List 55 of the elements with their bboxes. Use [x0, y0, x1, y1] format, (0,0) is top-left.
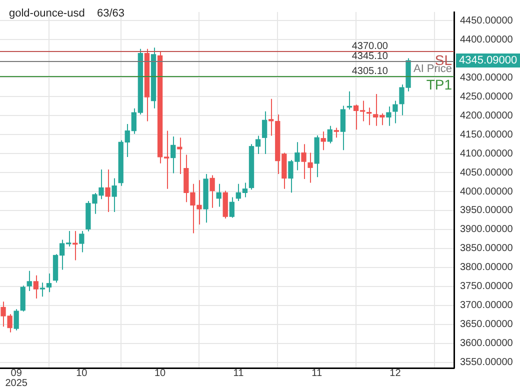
annotation: AI Price	[413, 63, 452, 76]
candlestick	[386, 106, 392, 126]
candlestick	[308, 152, 313, 184]
chart-title: gold-ounce-usd	[9, 8, 85, 20]
chart-subtitle: 63/63	[97, 8, 125, 20]
y-tick-label: 4200.00000	[460, 110, 514, 122]
y-tick-label: 3850.00000	[460, 243, 514, 254]
candlestick	[14, 308, 19, 331]
candlestick	[210, 174, 215, 208]
ref-line-label: 4345.10	[352, 50, 388, 62]
x-tick-label: 10	[76, 368, 88, 379]
candlestick	[340, 105, 346, 151]
candlestick	[26, 270, 32, 292]
y-tick-label: 3650.00000	[460, 319, 514, 330]
candlestick	[112, 178, 117, 213]
x-tick-label: 12	[390, 368, 402, 379]
ref-line-label: 4370.00	[352, 40, 388, 52]
candlestick	[40, 282, 46, 298]
candlestick	[105, 169, 110, 213]
candlestick	[46, 272, 52, 293]
y-tick-label: 3550.00000	[460, 357, 514, 368]
y-tick-label: 4300.00000	[460, 72, 514, 84]
x-tick-label: 10	[154, 368, 166, 379]
y-tick-label: 4100.00000	[460, 148, 514, 160]
y-tick-label: 3600.00000	[460, 338, 514, 350]
candlestick	[170, 136, 176, 174]
y-tick-label: 3950.00000	[460, 205, 514, 216]
candlestick	[216, 183, 222, 208]
x-tick-label: 11	[312, 368, 322, 379]
x-tick-label: 09 2025	[5, 368, 28, 389]
y-tick-label: 4450.00000	[460, 15, 514, 26]
candlestick	[301, 144, 306, 180]
candlestick	[229, 196, 234, 218]
candlestick	[33, 274, 39, 300]
candlestick	[20, 285, 26, 312]
y-tick-label: 3700.00000	[460, 300, 514, 312]
ref-line-label: 4305.10	[352, 66, 388, 77]
annotation: TP1	[426, 76, 452, 93]
candlestick	[327, 125, 332, 144]
y-tick-label: 3900.00000	[460, 224, 514, 236]
candlestick	[334, 127, 339, 138]
candlestick	[392, 100, 398, 124]
candlestick	[79, 230, 84, 253]
candlestick	[177, 137, 182, 175]
text: 4345.09000	[459, 54, 518, 67]
candlestick	[320, 131, 326, 151]
candlestick	[262, 110, 268, 154]
x-tick-label: 11	[233, 368, 244, 379]
y-tick-label: 4400.00000	[460, 34, 514, 46]
y-tick-label: 4250.00000	[460, 91, 514, 102]
y-tick-label: 4050.00000	[460, 167, 514, 178]
y-tick-label: 4150.00000	[460, 129, 514, 140]
y-tick-label: 4000.00000	[460, 186, 514, 198]
y-tick-label: 3800.00000	[460, 262, 514, 274]
y-tick-label: 3750.00000	[460, 281, 514, 292]
